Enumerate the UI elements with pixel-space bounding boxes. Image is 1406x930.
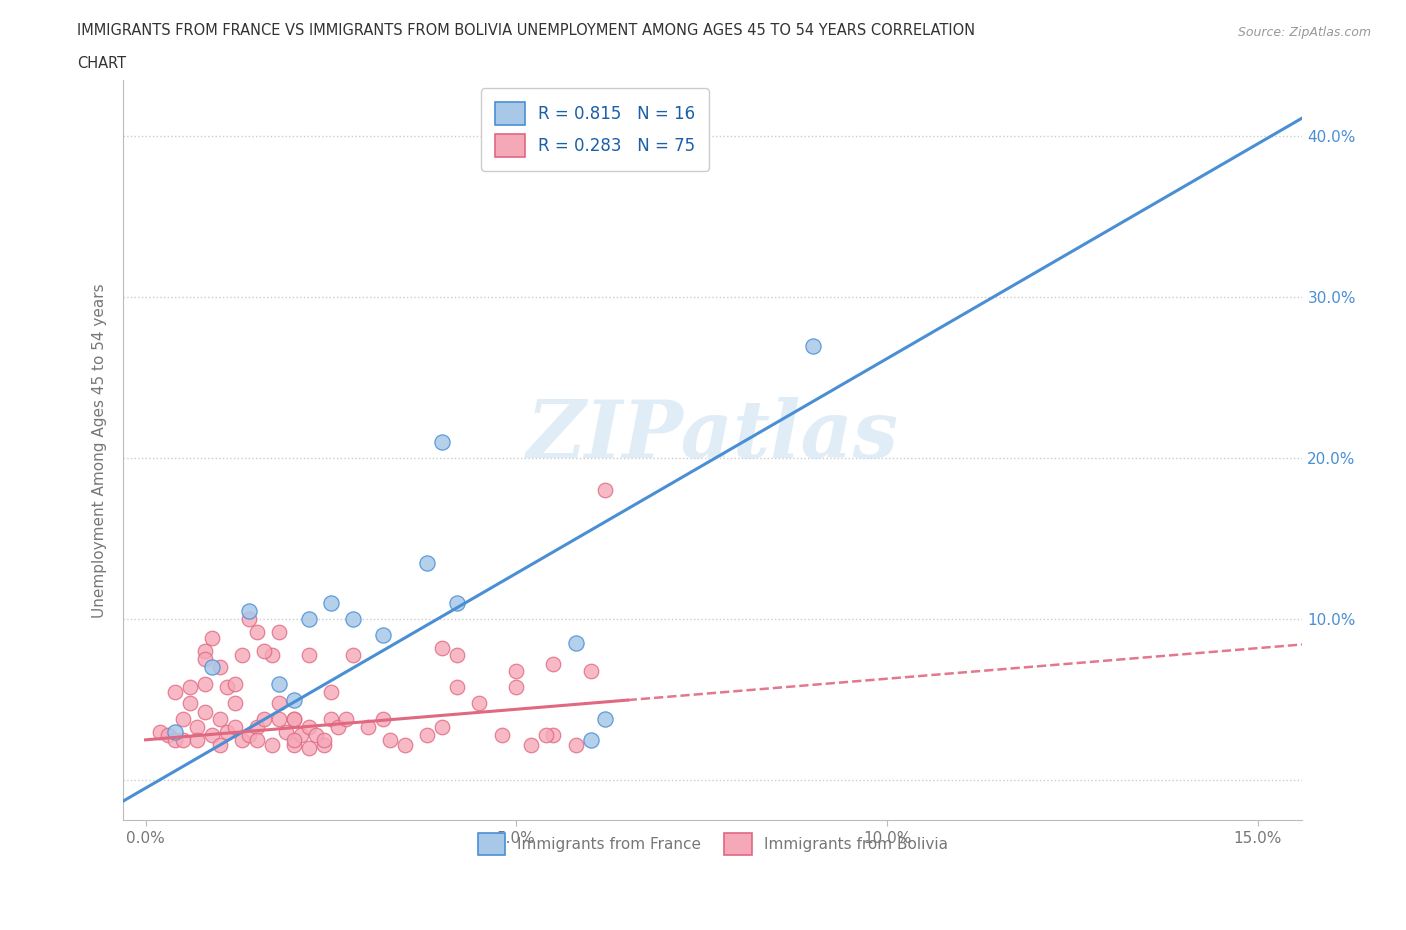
- Point: [283, 711, 305, 726]
- Point: [380, 733, 402, 748]
- Point: [312, 737, 335, 752]
- Point: [416, 555, 439, 570]
- Point: [564, 636, 586, 651]
- Point: [179, 679, 201, 694]
- Text: CHART: CHART: [77, 56, 127, 71]
- Point: [446, 595, 468, 610]
- Point: [328, 720, 350, 735]
- Point: [283, 733, 305, 748]
- Point: [156, 727, 179, 742]
- Point: [165, 724, 187, 739]
- Point: [267, 676, 290, 691]
- Point: [217, 724, 239, 739]
- Point: [319, 595, 342, 610]
- Point: [186, 720, 208, 735]
- Point: [194, 676, 217, 691]
- Point: [172, 711, 194, 726]
- Point: [801, 339, 824, 353]
- Point: [224, 676, 246, 691]
- Point: [194, 652, 217, 667]
- Point: [298, 647, 321, 662]
- Point: [260, 647, 283, 662]
- Point: [267, 625, 290, 640]
- Point: [579, 663, 602, 678]
- Point: [224, 720, 246, 735]
- Point: [342, 612, 364, 627]
- Point: [194, 644, 217, 658]
- Point: [432, 641, 454, 656]
- Point: [201, 631, 224, 646]
- Point: [579, 733, 602, 748]
- Point: [201, 660, 224, 675]
- Point: [312, 733, 335, 748]
- Point: [305, 727, 328, 742]
- Point: [165, 684, 187, 699]
- Point: [208, 737, 231, 752]
- Point: [371, 628, 394, 643]
- Point: [238, 604, 260, 618]
- Text: IMMIGRANTS FROM FRANCE VS IMMIGRANTS FROM BOLIVIA UNEMPLOYMENT AMONG AGES 45 TO : IMMIGRANTS FROM FRANCE VS IMMIGRANTS FRO…: [77, 23, 976, 38]
- Point: [446, 679, 468, 694]
- Point: [298, 612, 321, 627]
- Point: [267, 711, 290, 726]
- Point: [217, 679, 239, 694]
- Point: [595, 711, 617, 726]
- Point: [231, 733, 253, 748]
- Point: [468, 696, 491, 711]
- Point: [260, 737, 283, 752]
- Point: [283, 692, 305, 707]
- Point: [208, 660, 231, 675]
- Point: [432, 720, 454, 735]
- Point: [534, 727, 557, 742]
- Text: Source: ZipAtlas.com: Source: ZipAtlas.com: [1237, 26, 1371, 39]
- Point: [319, 684, 342, 699]
- Point: [394, 737, 416, 752]
- Point: [246, 625, 269, 640]
- Point: [505, 663, 527, 678]
- Point: [564, 737, 586, 752]
- Point: [335, 711, 357, 726]
- Point: [231, 647, 253, 662]
- Point: [319, 711, 342, 726]
- Point: [253, 711, 276, 726]
- Point: [149, 724, 172, 739]
- Point: [238, 727, 260, 742]
- Point: [186, 733, 208, 748]
- Point: [253, 644, 276, 658]
- Point: [246, 733, 269, 748]
- Point: [246, 720, 269, 735]
- Point: [172, 733, 194, 748]
- Point: [357, 720, 380, 735]
- Legend: Immigrants from France, Immigrants from Bolivia: Immigrants from France, Immigrants from …: [471, 827, 955, 861]
- Point: [179, 696, 201, 711]
- Point: [371, 711, 394, 726]
- Point: [194, 705, 217, 720]
- Point: [165, 733, 187, 748]
- Point: [342, 647, 364, 662]
- Point: [491, 727, 513, 742]
- Point: [201, 727, 224, 742]
- Point: [298, 740, 321, 755]
- Point: [267, 696, 290, 711]
- Point: [543, 657, 565, 671]
- Text: ZIPatlas: ZIPatlas: [527, 396, 898, 474]
- Point: [283, 737, 305, 752]
- Point: [283, 711, 305, 726]
- Point: [208, 711, 231, 726]
- Point: [290, 727, 312, 742]
- Point: [276, 724, 298, 739]
- Point: [432, 434, 454, 449]
- Point: [298, 720, 321, 735]
- Point: [238, 612, 260, 627]
- Point: [543, 727, 565, 742]
- Point: [505, 679, 527, 694]
- Point: [520, 737, 543, 752]
- Y-axis label: Unemployment Among Ages 45 to 54 years: Unemployment Among Ages 45 to 54 years: [93, 283, 107, 618]
- Point: [416, 727, 439, 742]
- Point: [224, 696, 246, 711]
- Point: [595, 483, 617, 498]
- Point: [446, 647, 468, 662]
